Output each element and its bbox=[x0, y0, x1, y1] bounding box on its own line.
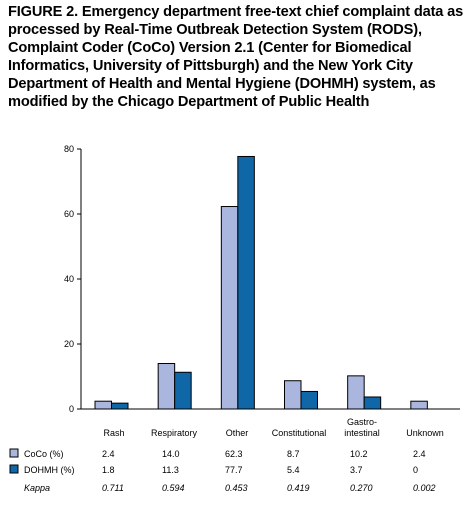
y-tick-label: 80 bbox=[64, 144, 74, 154]
table-value: 11.3 bbox=[162, 465, 179, 475]
bar-coco bbox=[410, 400, 428, 410]
table-value: 8.7 bbox=[287, 449, 300, 459]
figure-title: FIGURE 2. Emergency department free-text… bbox=[8, 4, 464, 110]
kappa-value: 0.419 bbox=[287, 483, 310, 493]
kappa-value: 0.453 bbox=[225, 483, 248, 493]
y-tick-label: 0 bbox=[69, 404, 74, 414]
bar-coco bbox=[347, 375, 365, 410]
table-value: 14.0 bbox=[162, 449, 180, 459]
kappa-value: 0.594 bbox=[162, 483, 185, 493]
category-label: Gastro- bbox=[347, 417, 377, 427]
kappa-label: Kappa bbox=[24, 483, 50, 493]
table-value: 10.2 bbox=[350, 449, 368, 459]
bar-coco bbox=[94, 400, 112, 410]
kappa-value: 0.711 bbox=[102, 483, 124, 493]
kappa-value: 0.270 bbox=[350, 483, 373, 493]
category-label: Rash bbox=[103, 428, 124, 438]
legend-swatch-dohmh bbox=[9, 464, 19, 474]
bar-dohmh bbox=[237, 155, 255, 410]
bar-coco bbox=[220, 206, 239, 410]
legend-swatch-coco bbox=[9, 448, 19, 458]
y-tick-label: 20 bbox=[64, 339, 74, 349]
bar-dohmh bbox=[174, 371, 192, 410]
table-value: 1.8 bbox=[102, 465, 115, 475]
legend-label: CoCo (%) bbox=[24, 449, 64, 459]
category-labels: Rash Respiratory Other Constitutional Gastro… bbox=[103, 417, 443, 438]
y-tick-label: 40 bbox=[64, 274, 74, 284]
category-label: Constitutional bbox=[272, 428, 327, 438]
table-value: 77.7 bbox=[225, 465, 243, 475]
table-value: 62.3 bbox=[225, 449, 243, 459]
bar-dohmh bbox=[111, 402, 129, 410]
table-value: 2.4 bbox=[102, 449, 115, 459]
bar-coco bbox=[284, 380, 302, 410]
chart-bars bbox=[94, 155, 428, 410]
legend-label: DOHMH (%) bbox=[24, 465, 75, 475]
bar-coco bbox=[157, 363, 176, 410]
bar-dohmh bbox=[300, 390, 318, 410]
bar-dohmh bbox=[363, 396, 382, 410]
table-value: 0 bbox=[413, 465, 418, 475]
category-label: Unknown bbox=[406, 428, 444, 438]
table-value: 3.7 bbox=[350, 465, 363, 475]
table-value: 5.4 bbox=[287, 465, 300, 475]
kappa-value: 0.002 bbox=[413, 483, 436, 493]
category-label: Respiratory bbox=[151, 428, 198, 438]
table-value: 2.4 bbox=[413, 449, 426, 459]
category-label: intestinal bbox=[344, 428, 380, 438]
y-tick-label: 60 bbox=[64, 209, 74, 219]
chart-axes: 0 20 40 60 80 bbox=[64, 144, 460, 414]
data-table: CoCo (%) 2.4 14.0 62.3 8.7 10.2 2.4 DOHMH (%) 1.… bbox=[9, 448, 436, 493]
category-label: Other bbox=[226, 428, 249, 438]
